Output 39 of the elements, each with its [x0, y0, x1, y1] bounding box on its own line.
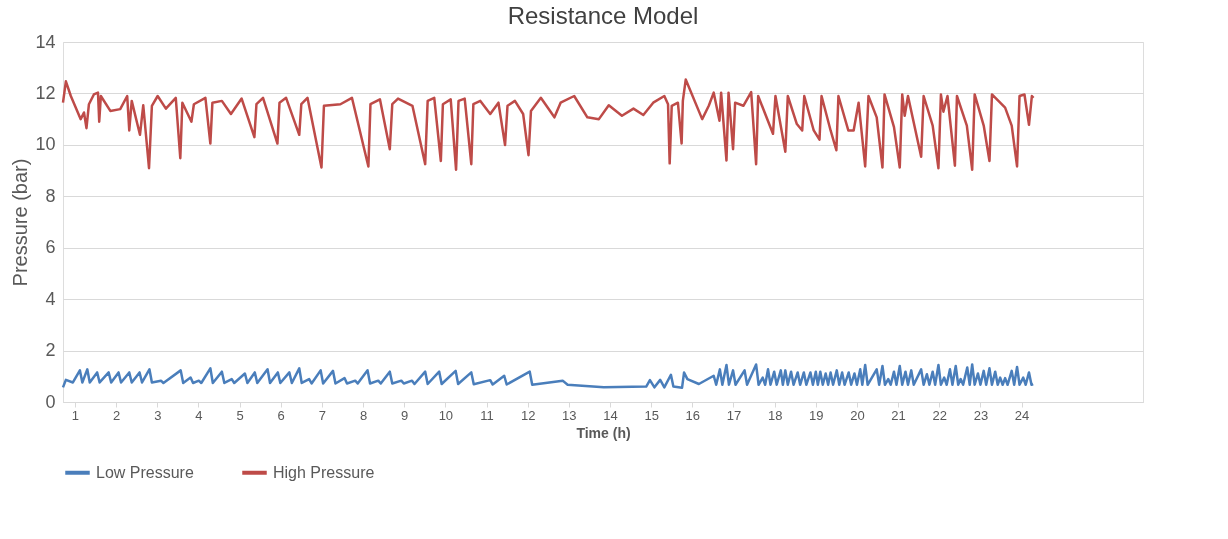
x-tick-label: 6: [277, 407, 285, 423]
legend-label: High Pressure: [273, 463, 375, 481]
x-tick-label: 12: [520, 407, 536, 423]
x-tick-label: 19: [809, 407, 824, 423]
line-series: [61, 363, 1035, 390]
x-tick-label: 15: [644, 407, 659, 423]
y-tick-label: 8: [45, 185, 56, 206]
x-tick-label: 21: [891, 407, 906, 423]
y-tick-label: 14: [35, 31, 56, 52]
y-tick-label: 10: [35, 134, 56, 155]
y-tick-label: 4: [45, 288, 56, 309]
x-tick-label: 24: [1014, 407, 1030, 423]
x-axis-title: Time (h): [576, 424, 631, 441]
x-tick-label: 16: [685, 407, 701, 423]
x-tick-label: 11: [480, 407, 494, 423]
y-tick-label: 6: [45, 237, 56, 258]
x-tick-label: 17: [726, 407, 742, 423]
x-tick-label: 2: [112, 407, 121, 423]
y-tick-label: 0: [45, 391, 56, 412]
x-tick-label: 18: [767, 407, 783, 423]
y-axis-title: Pressure (bar): [9, 158, 32, 287]
x-tick-label: 14: [603, 407, 618, 423]
x-tick-label: 9: [401, 407, 409, 423]
chart-title: Resistance Model: [507, 2, 699, 29]
x-tick-label: 23: [973, 407, 989, 423]
x-tick-label: 5: [236, 407, 244, 423]
x-tick-label: 4: [195, 407, 203, 423]
y-tick-label: 2: [45, 340, 56, 361]
x-tick-label: 10: [438, 407, 454, 423]
x-tick-label: 20: [850, 407, 865, 423]
x-tick-label: 1: [71, 407, 80, 423]
line-series: [61, 78, 1035, 172]
y-tick-label: 12: [35, 82, 56, 103]
x-tick-label: 8: [359, 407, 368, 423]
x-tick-label: 7: [318, 407, 326, 423]
x-tick-label: 22: [932, 407, 947, 423]
x-tick-label: 3: [154, 407, 162, 423]
legend-label: Low Pressure: [96, 463, 194, 481]
x-tick-label: 13: [562, 407, 577, 423]
